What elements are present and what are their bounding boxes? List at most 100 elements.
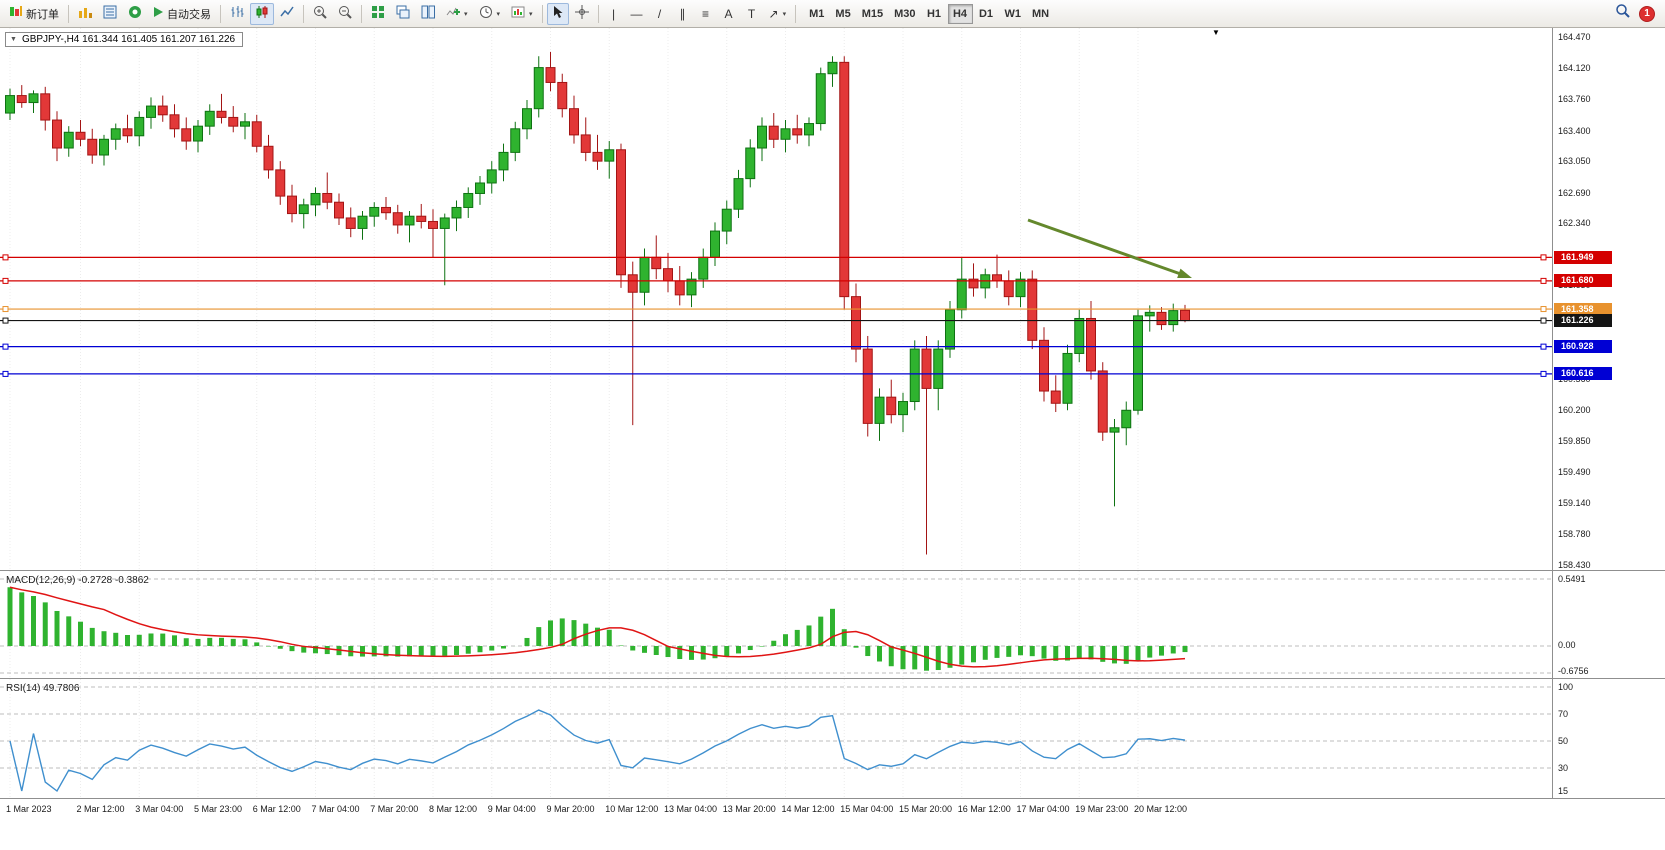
timeframe-button-d1[interactable]: D1 — [978, 7, 994, 20]
candle-body — [1097, 370, 1108, 433]
candle-body — [815, 73, 826, 125]
rsi-level-tick: 70 — [1558, 709, 1569, 719]
main-chart-region[interactable]: 164.470 164.120 163.760 163.400 163.050 162.6… — [0, 28, 1665, 570]
cursor-button[interactable] — [546, 2, 569, 25]
templates-button[interactable]: ▾ — [506, 3, 538, 25]
vertical-line-tool-button[interactable]: | — [603, 3, 625, 25]
candle-body — [345, 217, 356, 229]
candle-body — [451, 206, 462, 219]
channel-icon: ∥ — [679, 6, 686, 21]
auto-trading-label: 自动交易 — [167, 8, 211, 21]
time-axis[interactable]: 1 Mar 2023 2 Mar 12:00 3 Mar 04:00 5 Mar 23… — [0, 798, 1665, 850]
candle-body — [298, 204, 309, 215]
rsi-axis[interactable]: 100 70 50 30 15 — [1552, 679, 1665, 798]
timeframe-button-m30[interactable]: M30 — [894, 7, 916, 20]
tile-windows-button[interactable] — [366, 3, 390, 25]
timeframe-button-mn[interactable]: MN — [1032, 7, 1050, 20]
candle-body — [909, 348, 920, 403]
candle-body — [1039, 339, 1049, 392]
auto-trading-button[interactable]: 自动交易 — [148, 3, 216, 25]
vertical-line-icon: | — [611, 6, 616, 21]
trendline-tool-button[interactable]: / — [649, 3, 671, 25]
cascade-windows-icon — [396, 5, 410, 22]
candlestick-chart[interactable] — [0, 28, 1552, 570]
time-label: 7 Mar 04:00 — [311, 804, 360, 814]
time-label: 14 Mar 12:00 — [781, 804, 835, 814]
candle-body — [968, 278, 979, 289]
toolbar-separator — [597, 4, 599, 23]
candle-body — [63, 131, 74, 149]
data-window-button[interactable] — [98, 3, 122, 25]
time-label: 15 Mar 20:00 — [899, 804, 953, 814]
macd-axis[interactable]: 0.5491 0.00 -0.6756 — [1552, 571, 1665, 678]
crosshair-button[interactable] — [570, 3, 594, 25]
bars-chart-icon — [230, 5, 244, 22]
candle-body — [310, 192, 321, 206]
candle-body — [52, 119, 62, 149]
chevron-down-icon[interactable]: ▼ — [10, 36, 17, 43]
timeframe-button-m1[interactable]: M1 — [809, 7, 825, 20]
time-label: 20 Mar 12:00 — [1134, 804, 1188, 814]
line-anchor-handle — [2, 370, 9, 377]
label-tool-button[interactable]: T — [741, 3, 763, 25]
candle-body — [99, 138, 109, 156]
trend-arrow-shaft — [1027, 218, 1187, 278]
time-label: 8 Mar 12:00 — [429, 804, 478, 814]
chevron-down-icon: ▾ — [464, 10, 468, 18]
timeframe-button-m5[interactable]: M5 — [835, 7, 851, 20]
candle-body — [839, 61, 850, 298]
candle-body — [263, 145, 274, 171]
candle-body — [992, 274, 1002, 282]
periods-button[interactable]: ▾ — [474, 3, 506, 25]
market-watch-button[interactable] — [73, 3, 97, 25]
text-tool-button[interactable]: A — [718, 3, 740, 25]
new-order-button[interactable]: 新订单 — [4, 3, 64, 25]
notification-badge[interactable]: 1 — [1639, 5, 1655, 22]
candle-body — [428, 220, 438, 229]
price-level-box: 160.616 — [1554, 367, 1612, 381]
candle-body — [1003, 280, 1014, 298]
zoom-in-icon — [313, 5, 327, 22]
indicators-button[interactable]: ▾ — [441, 3, 473, 25]
cascade-windows-button[interactable] — [391, 3, 415, 25]
candle-body — [780, 128, 791, 140]
price-level-box: 161.226 — [1554, 314, 1612, 328]
candle-body — [1062, 352, 1073, 404]
timeframe-button-m15[interactable]: M15 — [861, 7, 884, 20]
candle-body — [1074, 317, 1085, 354]
timeframe-button-h1[interactable]: H1 — [926, 7, 942, 20]
candle-body — [1027, 278, 1038, 341]
zoom-out-button[interactable] — [333, 3, 357, 25]
chart-candles-button[interactable] — [250, 2, 274, 25]
line-anchor-handle — [2, 343, 9, 350]
timeframe-button-w1[interactable]: W1 — [1004, 7, 1022, 20]
toolbar-separator — [361, 4, 362, 23]
chevron-down-icon: ▾ — [496, 10, 501, 18]
candle-body — [216, 110, 227, 118]
candle-body — [439, 217, 450, 229]
toolbar-separator — [541, 4, 543, 23]
channel-tool-button[interactable]: ∥ — [672, 3, 694, 25]
candle-body — [569, 108, 579, 136]
arrows-tool-button[interactable]: ↗ ▾ — [764, 3, 792, 25]
candle-body — [110, 128, 121, 140]
candle-body — [522, 108, 532, 130]
zoom-in-button[interactable] — [308, 3, 332, 25]
arrange-windows-button[interactable] — [416, 3, 440, 25]
fibonacci-icon: ≡ — [702, 6, 710, 21]
arrange-windows-icon — [421, 5, 435, 22]
search-icon[interactable] — [1615, 3, 1631, 24]
macd-chart[interactable] — [0, 571, 1552, 679]
price-axis[interactable]: 164.470 164.120 163.760 163.400 163.050 162.6… — [1552, 28, 1665, 570]
candle-body — [392, 212, 403, 226]
line-anchor-handle — [2, 277, 9, 284]
fibonacci-tool-button[interactable]: ≡ — [695, 3, 717, 25]
horizontal-line-tool-button[interactable]: — — [626, 3, 648, 25]
timeframe-button-h4[interactable]: H4 — [947, 3, 973, 24]
rsi-chart[interactable] — [0, 679, 1552, 799]
chart-line-button[interactable] — [275, 3, 299, 25]
chart-bars-button[interactable] — [225, 3, 249, 25]
macd-panel[interactable]: 0.5491 0.00 -0.6756 MACD(12,26,9) -0.272… — [0, 570, 1665, 679]
navigator-button[interactable] — [123, 3, 147, 25]
rsi-panel[interactable]: 100 70 50 30 15 RSI(14) 49.7806 — [0, 678, 1665, 799]
